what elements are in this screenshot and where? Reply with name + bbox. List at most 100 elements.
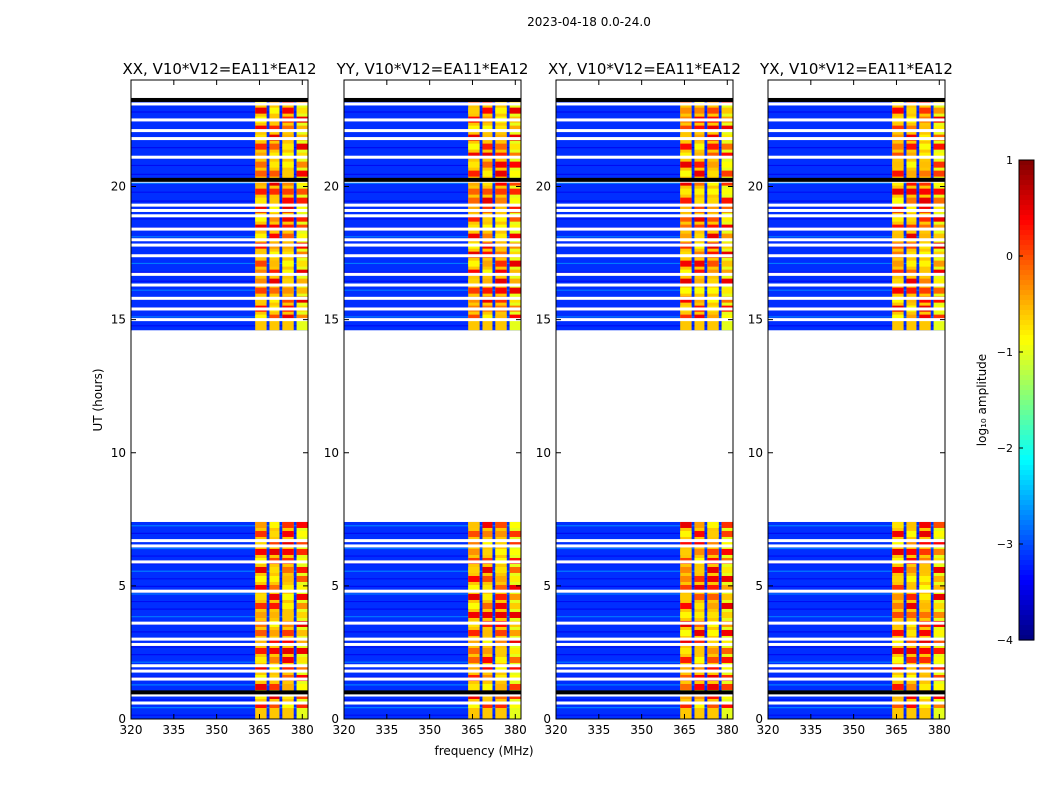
band-segment (694, 152, 705, 159)
flagged-row-dark (131, 690, 308, 695)
band-segment (495, 125, 507, 132)
band-segment (482, 521, 493, 528)
band-segment (721, 521, 733, 528)
band-segment (919, 215, 931, 222)
band-segment (296, 152, 308, 159)
flagged-row (768, 137, 945, 141)
band-segment (282, 602, 294, 609)
band-segment (680, 215, 692, 222)
band-segment (296, 665, 308, 672)
band-segment (680, 107, 692, 114)
band-segment (906, 287, 917, 294)
band-segment (468, 521, 480, 528)
band-segment (282, 521, 294, 528)
band-segment (495, 602, 507, 609)
colorbar-swatch (1019, 305, 1034, 311)
flagged-row (344, 637, 521, 641)
band-segment (296, 566, 308, 573)
band-column (495, 521, 507, 719)
band-segment (906, 602, 917, 609)
flagged-row (768, 214, 945, 218)
band-segment (906, 233, 917, 240)
band-segment (721, 161, 733, 168)
data-block-1 (768, 521, 945, 719)
band-segment (906, 638, 917, 645)
colorbar-swatch (1019, 365, 1034, 371)
band-segment (296, 125, 308, 132)
band-segment (906, 539, 917, 546)
band-segment (255, 575, 267, 582)
flagged-row (768, 203, 945, 207)
band-segment (906, 269, 917, 276)
band-segment (255, 215, 267, 222)
band-segment (482, 647, 493, 654)
band-segment (495, 287, 507, 294)
band-segment (255, 125, 267, 132)
flagged-row-dark (768, 690, 945, 695)
band-segment (269, 566, 280, 573)
colorbar-swatch (1019, 570, 1034, 576)
colorbar-swatch (1019, 165, 1034, 171)
band-segment (680, 665, 692, 672)
panel-1: XX, V10*V12=EA11*EA12 320 335 350 365 380 0 5 10… (111, 60, 317, 737)
colorbar-swatch (1019, 175, 1034, 181)
band-segment (509, 602, 521, 609)
colorbar-swatch (1019, 255, 1034, 261)
y-axis-label: UT (hours) (91, 368, 105, 431)
band-segment (933, 566, 945, 573)
x-tick-label: 365 (248, 723, 271, 737)
band-segment (468, 647, 480, 654)
band-segment (269, 287, 280, 294)
band-segment (721, 602, 733, 609)
y-tick-label: 0 (755, 712, 763, 726)
colorbar-swatch (1019, 330, 1034, 336)
colorbar-swatch (1019, 590, 1034, 596)
band-segment (495, 161, 507, 168)
band-segment (680, 161, 692, 168)
colorbar-swatch (1019, 595, 1034, 601)
flagged-row (768, 701, 945, 705)
band-segment (919, 530, 931, 537)
band-segment (495, 683, 507, 690)
band-segment (707, 593, 719, 600)
flagged-row (131, 283, 308, 287)
band-segment (468, 548, 480, 555)
band-segment (694, 575, 705, 582)
band-segment (296, 521, 308, 528)
flagged-row (131, 296, 308, 300)
flagged-row (344, 621, 521, 625)
band-column (707, 521, 719, 719)
band-segment (707, 575, 719, 582)
band-segment (721, 197, 733, 204)
band-segment (892, 575, 904, 582)
flagged-row (556, 214, 733, 218)
flagged-row (556, 539, 733, 543)
flagged-row-dark (556, 177, 733, 182)
flagged-row (768, 243, 945, 247)
flagged-row (344, 254, 521, 258)
band-segment (906, 143, 917, 150)
flagged-row (556, 272, 733, 276)
panel-title: YX, V10*V12=EA11*EA12 (759, 60, 953, 78)
colorbar-swatch (1019, 630, 1034, 636)
band-segment (495, 269, 507, 276)
band-segment (919, 593, 931, 600)
band-segment (296, 629, 308, 636)
band-segment (282, 593, 294, 600)
flagged-row (556, 296, 733, 300)
colorbar-swatch (1019, 545, 1034, 551)
band-segment (892, 647, 904, 654)
band-segment (933, 161, 945, 168)
band-segment (694, 287, 705, 294)
band-segment (509, 314, 521, 321)
flagged-row (131, 307, 308, 311)
band-segment (906, 530, 917, 537)
band-segment (482, 539, 493, 546)
band-segment (680, 566, 692, 573)
band-segment (495, 566, 507, 573)
y-tick-label: 20 (324, 180, 339, 194)
band-segment (721, 269, 733, 276)
band-segment (933, 602, 945, 609)
band-segment (296, 170, 308, 177)
band-segment (296, 233, 308, 240)
